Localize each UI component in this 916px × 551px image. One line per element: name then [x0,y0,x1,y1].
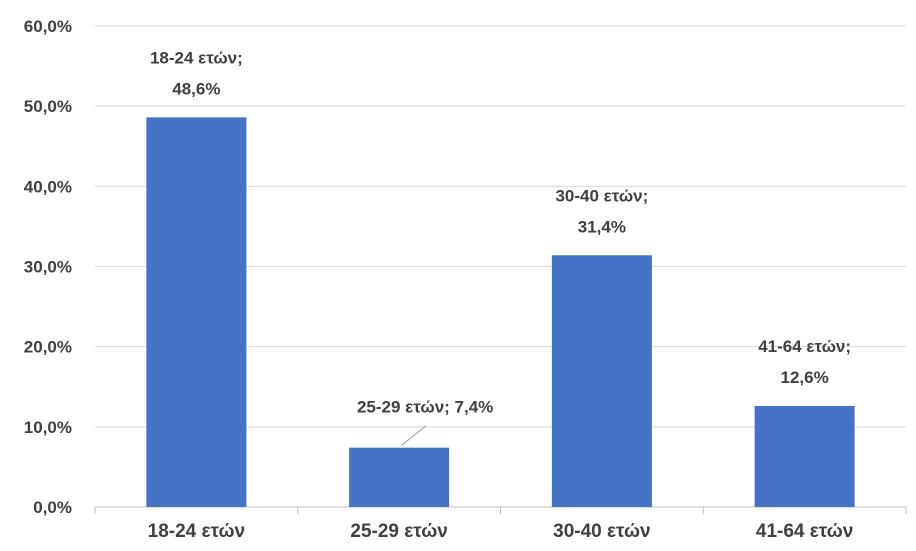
data-label-value: 31,4% [578,217,626,236]
data-label: 30-40 ετών; [555,186,648,205]
y-tick-label: 60,0% [24,17,72,36]
data-label: 25-29 ετών; 7,4% [357,398,493,417]
data-label-value: 12,6% [781,368,829,387]
bar [349,447,450,507]
y-tick-label: 0,0% [33,498,72,517]
x-axis-categories: 18-24 ετών 25-29 ετών 30-40 ετών 41-64 ετών [148,521,854,542]
y-tick-label: 40,0% [24,177,72,196]
data-label: 18-24 ετών; [150,48,243,67]
bars [146,117,855,507]
data-labels: 18-24 ετών; 48,6% 25-29 ετών; 7,4% 30-40 ετ… [150,48,851,447]
y-tick-label: 10,0% [24,418,72,437]
bar [146,117,247,507]
data-label: 41-64 ετών; [758,337,851,356]
bar [754,405,855,507]
leader-line [400,425,427,447]
bar [551,255,652,507]
y-axis-ticks: 0,0% 10,0% 20,0% 30,0% 40,0% 50,0% 60,0% [24,17,72,517]
x-category-label: 41-64 ετών [756,521,853,542]
y-tick-label: 30,0% [24,258,72,277]
x-category-label: 18-24 ετών [148,521,245,542]
y-tick-label: 20,0% [24,338,72,357]
y-tick-label: 50,0% [24,97,72,116]
x-category-label: 25-29 ετών [350,521,447,542]
x-category-label: 30-40 ετών [553,521,650,542]
data-label-value: 48,6% [172,79,220,98]
